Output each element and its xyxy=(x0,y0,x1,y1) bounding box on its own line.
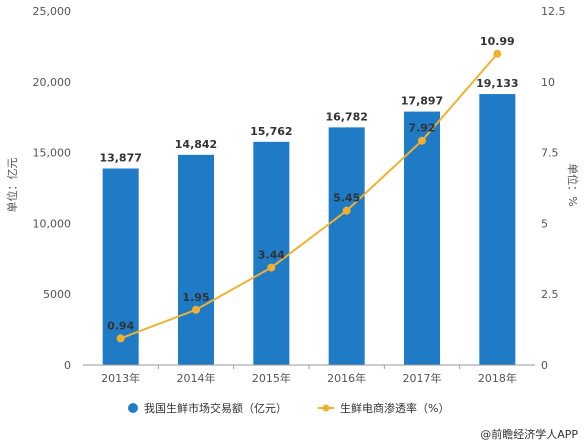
x-tick-label: 2018年 xyxy=(478,371,517,385)
left-axis: 0 5000 10,000 15,000 20,000 25,000 xyxy=(33,5,72,372)
line-point-2 xyxy=(192,305,200,314)
x-tick-label: 2014年 xyxy=(177,371,216,385)
left-tick-label: 15,000 xyxy=(33,147,72,160)
line-point-6 xyxy=(493,49,502,58)
plot-area: 13,877 14,842 15,762 16,782 17,897 19,133 0.94… xyxy=(99,35,519,365)
x-tick-label: 2015年 xyxy=(252,371,291,385)
line-value-label: 10.99 xyxy=(480,35,515,48)
legend-bar-marker xyxy=(128,403,138,413)
bar-value-label: 14,842 xyxy=(175,138,217,151)
right-tick-label: 7.5 xyxy=(541,147,559,160)
legend-line-dot xyxy=(322,404,330,412)
footer-source: @前瞻经济学人APP xyxy=(480,427,578,441)
right-tick-label: 5 xyxy=(541,217,548,230)
right-tick-label: 0 xyxy=(541,359,548,372)
line-value-label: 0.94 xyxy=(107,319,134,332)
right-axis: 0 2.5 5 7.5 10 12.5 xyxy=(541,5,566,372)
line-value-label: 1.95 xyxy=(182,291,209,304)
left-tick-label: 25,000 xyxy=(33,5,72,18)
x-axis: 2013年 2014年 2015年 2016年 2017年 2018年 xyxy=(83,364,535,385)
legend-bar-label: 我国生鲜市场交易额（亿元） xyxy=(144,401,287,415)
bar-3 xyxy=(253,141,290,365)
bar-value-label: 16,782 xyxy=(325,110,367,123)
line-value-label: 7.92 xyxy=(408,122,435,135)
legend-line-label: 生鲜电商渗透率（%） xyxy=(340,401,449,415)
line-value-label: 3.44 xyxy=(258,249,285,262)
left-tick-label: 10,000 xyxy=(33,217,72,230)
left-tick-label: 20,000 xyxy=(33,76,72,89)
x-tick-label: 2016年 xyxy=(327,371,366,385)
x-tick-label: 2017年 xyxy=(403,371,442,385)
bar-value-label: 15,762 xyxy=(250,125,292,138)
bar-5 xyxy=(404,111,440,365)
penetration-rate-line xyxy=(120,53,499,340)
bar-value-label: 13,877 xyxy=(99,152,141,165)
footer: @前瞻经济学人APP xyxy=(480,427,578,441)
line-point-3 xyxy=(267,263,276,272)
legend: 我国生鲜市场交易额（亿元） 生鲜电商渗透率（%） xyxy=(128,401,449,415)
right-tick-label: 10 xyxy=(541,76,555,89)
line-point-5 xyxy=(418,136,426,145)
right-axis-title: 单位：% xyxy=(566,163,580,206)
left-tick-label: 0 xyxy=(64,359,71,372)
left-tick-label: 5000 xyxy=(43,288,71,301)
bar-6 xyxy=(479,94,516,365)
bar-1 xyxy=(102,168,139,365)
bar-value-label: 19,133 xyxy=(476,77,518,90)
bar-4 xyxy=(328,127,365,365)
line-point-1 xyxy=(116,334,125,343)
right-tick-label: 2.5 xyxy=(541,288,559,301)
x-tick-label: 2013年 xyxy=(101,371,140,385)
left-axis-title: 单位：亿元 xyxy=(5,158,19,213)
line-point-4 xyxy=(342,206,351,215)
right-tick-label: 12.5 xyxy=(541,5,566,18)
bar-2 xyxy=(178,154,214,365)
line-value-label: 5.45 xyxy=(333,192,360,205)
bar-value-label: 17,897 xyxy=(401,95,443,108)
